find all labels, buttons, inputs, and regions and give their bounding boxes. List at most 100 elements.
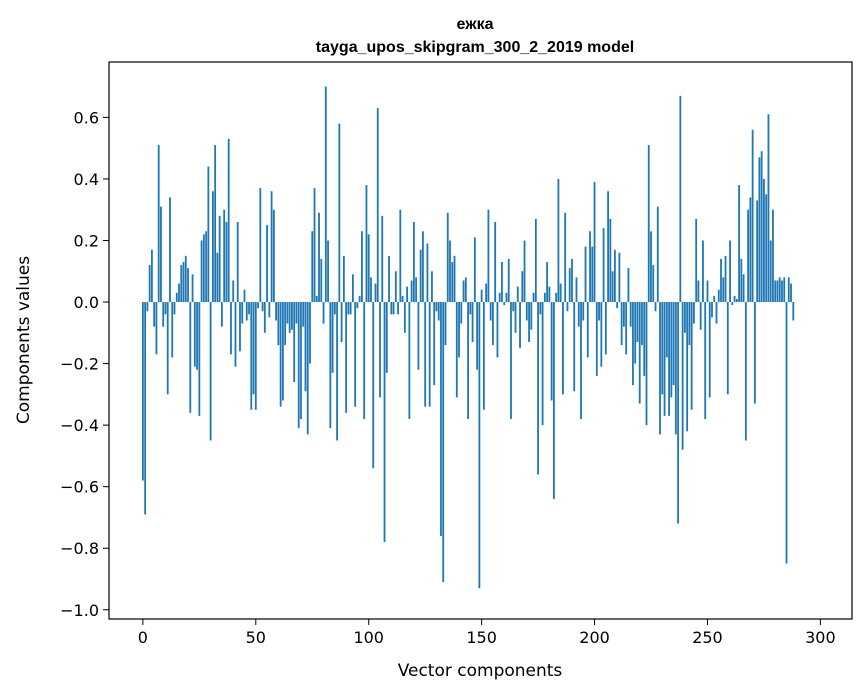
bar: [629, 302, 632, 327]
bar: [293, 302, 296, 383]
bar: [381, 215, 384, 303]
bar: [286, 302, 289, 324]
bar: [559, 283, 562, 303]
bar: [324, 86, 327, 303]
bar: [677, 302, 680, 524]
bar: [650, 231, 652, 303]
bar: [155, 302, 158, 355]
bar: [720, 258, 722, 303]
bar: [693, 302, 695, 324]
bar: [284, 302, 287, 346]
bar: [232, 280, 235, 303]
bar: [141, 302, 144, 481]
bar: [361, 231, 363, 303]
bar: [539, 302, 542, 315]
bar: [266, 225, 268, 303]
bar: [656, 206, 659, 303]
bar: [399, 209, 402, 303]
bar: [598, 302, 600, 321]
bar: [180, 265, 183, 303]
bar: [227, 138, 230, 303]
bar: [272, 209, 275, 303]
bar: [347, 302, 350, 315]
bar: [722, 277, 725, 303]
bar: [352, 274, 354, 303]
bar: [268, 302, 271, 318]
bar: [202, 234, 205, 303]
bar: [245, 302, 248, 321]
bar: [451, 262, 454, 303]
bar: [422, 231, 424, 303]
bar: [275, 302, 278, 321]
bar: [467, 302, 469, 419]
bar: [480, 289, 483, 303]
bar: [431, 271, 433, 303]
bar: [433, 302, 436, 386]
bar: [164, 302, 167, 315]
bar: [785, 302, 788, 564]
bar: [173, 302, 176, 315]
bar: [363, 302, 366, 419]
bar: [329, 302, 332, 429]
bar: [230, 302, 232, 355]
bar: [763, 178, 765, 303]
bar: [668, 302, 670, 416]
bar: [196, 302, 198, 370]
bar: [613, 249, 616, 303]
bar: [428, 302, 431, 407]
bar: [625, 302, 628, 355]
bar: [482, 302, 485, 410]
bar: [557, 178, 560, 303]
bar: [665, 302, 668, 358]
bar: [385, 302, 388, 373]
chart-title-line1: ежка: [457, 16, 494, 33]
bar: [175, 292, 178, 303]
bar: [733, 295, 736, 303]
bar: [772, 209, 774, 303]
bar: [306, 302, 309, 435]
bar: [259, 188, 262, 303]
bar: [252, 302, 255, 395]
bar: [419, 249, 422, 303]
bar: [372, 302, 375, 469]
y-tick-label: 0.6: [74, 108, 99, 127]
bar: [672, 302, 675, 386]
bar: [374, 283, 377, 303]
bar: [537, 302, 539, 475]
bar: [356, 302, 359, 309]
bar: [501, 262, 503, 303]
bar: [239, 302, 241, 352]
bar: [552, 302, 555, 499]
bar: [702, 240, 704, 303]
y-tick-label: −0.4: [60, 416, 99, 435]
bar: [670, 302, 673, 398]
bar: [171, 302, 174, 358]
plot-frame: [108, 61, 853, 620]
bar: [313, 188, 316, 303]
bar: [473, 237, 476, 303]
x-tick-label: 100: [353, 628, 384, 647]
bar: [787, 277, 790, 303]
bar: [525, 302, 528, 321]
bar: [708, 302, 711, 398]
bar: [776, 280, 779, 303]
bar: [562, 302, 564, 395]
x-tick-label: 250: [692, 628, 723, 647]
y-axis-ticks: −1.0 −0.8 −0.6 −0.4 −0.2 0.0 0.2 0.4 0.6: [60, 108, 109, 620]
bar: [191, 274, 194, 303]
bar: [546, 262, 549, 303]
bar: [166, 302, 169, 395]
bar: [200, 240, 203, 303]
bar: [157, 145, 160, 303]
bar: [600, 302, 603, 367]
bar: [333, 302, 336, 315]
y-tick-label: 0.2: [74, 231, 99, 250]
bar: [498, 292, 501, 303]
bar: [744, 302, 747, 441]
bar: [767, 114, 770, 303]
bar: [571, 258, 573, 303]
bar: [674, 302, 677, 435]
bar: [469, 302, 472, 315]
bar: [410, 280, 413, 303]
bar: [636, 302, 639, 343]
